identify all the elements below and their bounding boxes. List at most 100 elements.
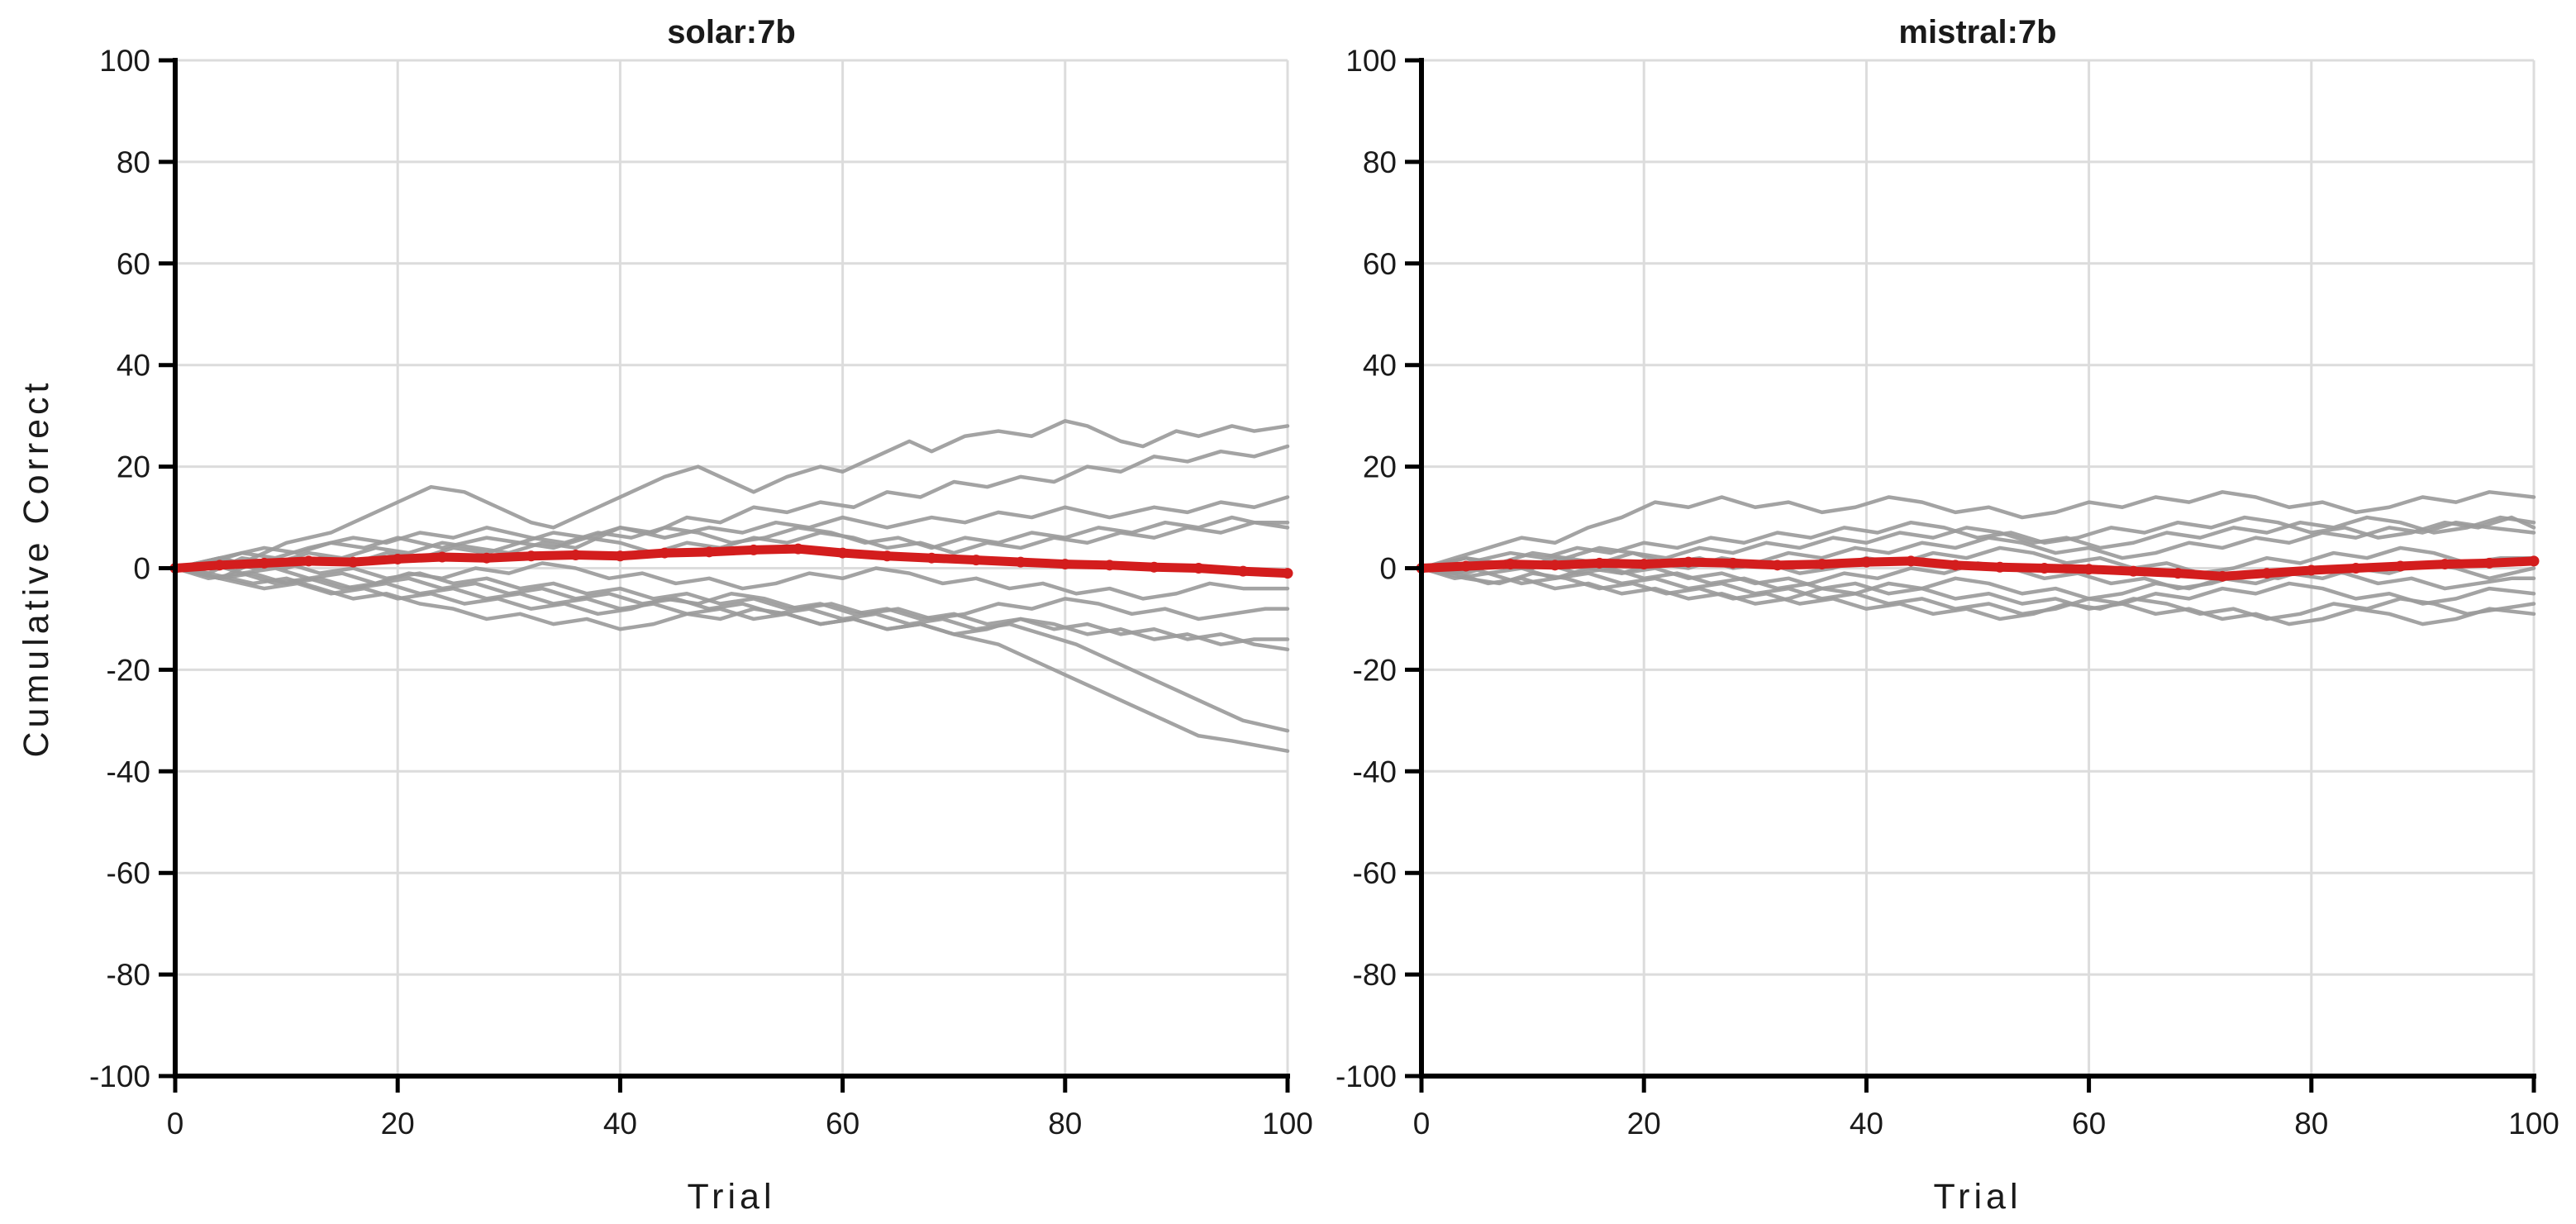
x-axis-label: Trial [687,1177,775,1217]
mean-point [347,556,359,568]
mean-point [1860,556,1872,568]
mean-point [837,547,849,559]
mean-point [1772,560,1783,571]
x-tick-label: 40 [1850,1107,1883,1141]
y-tick-label: 100 [99,44,150,78]
y-tick-label: 100 [1345,44,1397,78]
x-tick-label: 60 [2072,1107,2106,1141]
mean-point [2528,555,2540,567]
y-tick-label: -20 [1353,653,1397,687]
mean-point [2039,563,2050,574]
run-line [173,561,1290,733]
x-tick-label: 20 [381,1107,415,1141]
mean-point [526,550,537,562]
run-line [1419,515,2536,575]
run-line [173,444,1290,575]
y-tick-label: 80 [117,145,150,179]
y-tick-label: -20 [107,653,150,687]
mean-point [1505,559,1517,570]
y-tick-label: 60 [117,247,150,281]
run-line [1419,490,2536,570]
mean-point [1104,560,1116,571]
x-tick-label: 40 [603,1107,637,1141]
mean-point [793,543,804,555]
y-tick-label: 0 [133,552,150,586]
x-tick-label: 80 [1048,1107,1082,1141]
y-tick-label: -60 [1353,856,1397,890]
y-tick-label: -80 [107,958,150,992]
run-line [1419,555,2536,626]
x-tick-label: 0 [1413,1107,1431,1141]
y-tick-label: 60 [1363,247,1397,281]
mean-point [303,555,315,567]
mean-point [1994,561,2006,573]
mean-point [1638,559,1650,570]
mean-point [881,550,893,562]
run-line [173,419,1290,570]
mean-point [2306,564,2317,576]
mean-point [481,552,493,564]
y-tick-label: 0 [1379,552,1397,586]
mean-point [2217,570,2228,582]
panel-title: solar:7b [667,14,796,50]
panel-title: mistral:7b [1898,14,2056,50]
mean-point [392,553,403,564]
y-tick-label: -80 [1353,958,1397,992]
mean-point [1550,560,1561,571]
mean-point [1817,559,1828,570]
mean-point [1950,560,1961,571]
mean-point [614,550,626,562]
mean-point [1593,557,1605,569]
y-tick-label: -40 [1353,755,1397,788]
mean-point [2127,565,2139,577]
y-tick-label: 20 [117,450,150,484]
x-tick-label: 60 [826,1107,859,1141]
mean-line [170,544,1293,579]
mean-point [2261,568,2273,579]
x-tick-label: 0 [167,1107,184,1141]
y-axis-label: Cumulative Correct [17,379,56,758]
x-tick-label: 100 [2508,1107,2559,1141]
mean-point [1059,559,1071,570]
mean-point [1683,556,1694,568]
mean-point [259,557,270,569]
y-tick-label: 40 [117,349,150,383]
mean-point [2172,568,2183,579]
x-tick-label: 20 [1627,1107,1661,1141]
mean-line [1417,556,2539,581]
y-tick-label: 40 [1363,349,1397,383]
mean-point [1237,565,1249,577]
x-axis-label: Trial [1933,1177,2021,1217]
run-line [173,566,1290,753]
mean-point [748,544,759,555]
y-tick-label: -100 [89,1060,150,1093]
mean-point [659,547,670,559]
mean-point [2394,560,2406,572]
panel-solar-7b: -100 -80 -60 -40 -20 0 20 40 60 80 100 0 20 40 60 80 100… [17,14,1313,1217]
x-tick-label: 100 [1262,1107,1313,1141]
mean-point [1460,560,1472,572]
run-line [1419,561,2536,617]
y-tick-label: 20 [1363,450,1397,484]
x-tick-label: 80 [2294,1107,2328,1141]
y-tick-label: -100 [1336,1060,1397,1093]
mean-point [926,552,937,564]
mean-point [703,546,715,558]
run-line [173,495,1290,570]
mean-point [2350,563,2362,574]
y-tick-label: -60 [107,856,150,890]
y-tick-label: -40 [107,755,150,788]
mean-point [2439,559,2450,570]
mean-point [1015,556,1026,568]
mean-point [1148,561,1159,573]
y-tick-label: 80 [1363,145,1397,179]
mean-point [1727,557,1739,569]
mean-point [1193,563,1204,574]
mean-point [970,555,982,566]
run-line [173,555,1290,652]
run-line [1419,515,2536,570]
mean-point [1905,555,1917,567]
mean-point [570,550,582,561]
